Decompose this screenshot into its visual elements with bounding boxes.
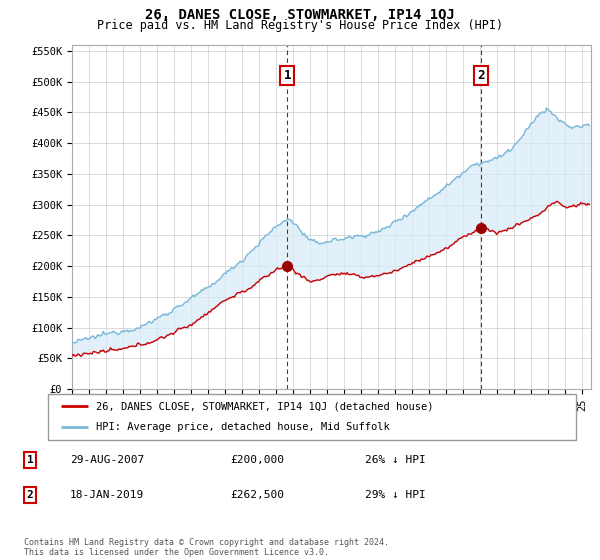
Text: 29-AUG-2007: 29-AUG-2007 [70,455,144,465]
Text: 26, DANES CLOSE, STOWMARKET, IP14 1QJ (detached house): 26, DANES CLOSE, STOWMARKET, IP14 1QJ (d… [95,401,433,411]
Text: 1: 1 [26,455,34,465]
Text: 2: 2 [26,490,34,500]
Text: 1: 1 [284,69,291,82]
Text: HPI: Average price, detached house, Mid Suffolk: HPI: Average price, detached house, Mid … [95,422,389,432]
Text: 26, DANES CLOSE, STOWMARKET, IP14 1QJ: 26, DANES CLOSE, STOWMARKET, IP14 1QJ [145,8,455,22]
Text: Contains HM Land Registry data © Crown copyright and database right 2024.
This d: Contains HM Land Registry data © Crown c… [24,538,389,557]
Text: 29% ↓ HPI: 29% ↓ HPI [365,490,426,500]
Text: 18-JAN-2019: 18-JAN-2019 [70,490,144,500]
Text: 2: 2 [478,69,485,82]
Text: £262,500: £262,500 [230,490,284,500]
Text: Price paid vs. HM Land Registry's House Price Index (HPI): Price paid vs. HM Land Registry's House … [97,19,503,32]
Text: £200,000: £200,000 [230,455,284,465]
Text: 26% ↓ HPI: 26% ↓ HPI [365,455,426,465]
